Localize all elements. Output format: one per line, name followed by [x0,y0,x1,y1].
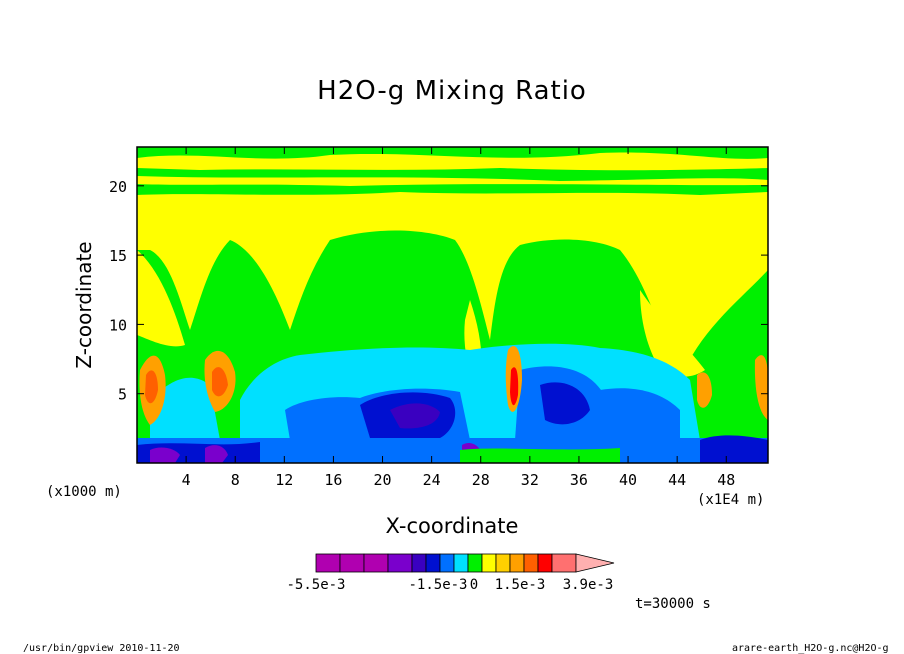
field-bottom-purple-2 [205,445,228,463]
y-tick-label: 15 [109,247,127,265]
colorbar-label: 1.5e-3 [495,577,546,593]
colorbar-swatch [339,553,365,573]
field-cyan-left [150,377,220,440]
colorbar-swatch [481,553,497,573]
colorbar-swatch [315,553,341,573]
colorbar-swatch [411,553,427,573]
y-tick-label: 10 [109,316,127,334]
colorbar-label: 3.9e-3 [563,577,614,593]
colorbar-swatch [523,553,539,573]
x-tick-label: 28 [472,471,490,489]
plume-8-red [212,367,228,397]
field-navy-b [540,382,590,425]
colorbar-label: 0 [470,577,478,593]
x-tick-label: 8 [231,471,240,489]
colorbar-swatch [425,553,441,573]
colorbar-swatch [537,553,553,573]
time-label: t=30000 s [635,596,711,612]
plume-31-red [510,367,519,406]
contour-field [137,147,768,463]
plume-46-orange [697,372,712,408]
x-tick-label: 12 [275,471,293,489]
field-yellow-plume-44 [640,290,705,377]
colorbar-swatch [495,553,511,573]
colorbar-arrow [575,553,615,573]
x-tick-label: 48 [717,471,735,489]
colorbar-label: -5.5e-3 [286,577,345,593]
y-axis-ticks: 5 10 15 20 [109,178,768,404]
x-tick-label: 24 [423,471,441,489]
colorbar-swatch [467,553,483,573]
plot-frame [136,146,769,464]
x-unit-left: (x1000 m) [46,484,122,500]
y-tick-label: 5 [118,386,127,404]
x-unit-right: (x1E4 m) [697,492,765,508]
x-tick-label: 20 [373,471,391,489]
field-deep-a [390,403,440,429]
plume-right-orange [754,355,768,420]
colorbar-swatch [363,553,389,573]
footer-right: arare-earth_H2O-g.nc@H2O-g [732,643,889,654]
colorbar-swatch [509,553,525,573]
plume-left-red [145,370,158,404]
x-axis-ticks: 4 8 12 16 20 24 28 32 36 40 44 48 [182,147,735,489]
x-tick-label: 16 [324,471,342,489]
colorbar: -5.5e-3 -1.5e-3 0 1.5e-3 3.9e-3 [286,553,615,593]
x-tick-label: 40 [619,471,637,489]
field-band-top [137,152,768,171]
x-tick-label: 36 [570,471,588,489]
field-yellow-left [137,250,185,347]
colorbar-label: -1.5e-3 [408,577,467,593]
chart-title: H2O-g Mixing Ratio [317,76,587,106]
field-band-upper [137,176,768,186]
field-blue-c [600,388,680,440]
colorbar-swatch [387,553,413,573]
colorbar-swatch [551,553,577,573]
field-yellow-mid [137,192,768,380]
field-bottom-green [460,448,620,463]
y-tick-label: 20 [109,178,127,196]
field-bottom-navy-right [700,435,768,463]
footer-left: /usr/bin/gpview 2010-11-20 [23,643,180,654]
x-axis-label: X-coordinate [385,514,519,538]
colorbar-swatch [453,553,469,573]
x-tick-label: 4 [182,471,191,489]
x-tick-label: 44 [668,471,686,489]
x-tick-label: 32 [521,471,539,489]
field-bottom-purple-1 [150,447,180,463]
colorbar-swatch [439,553,455,573]
